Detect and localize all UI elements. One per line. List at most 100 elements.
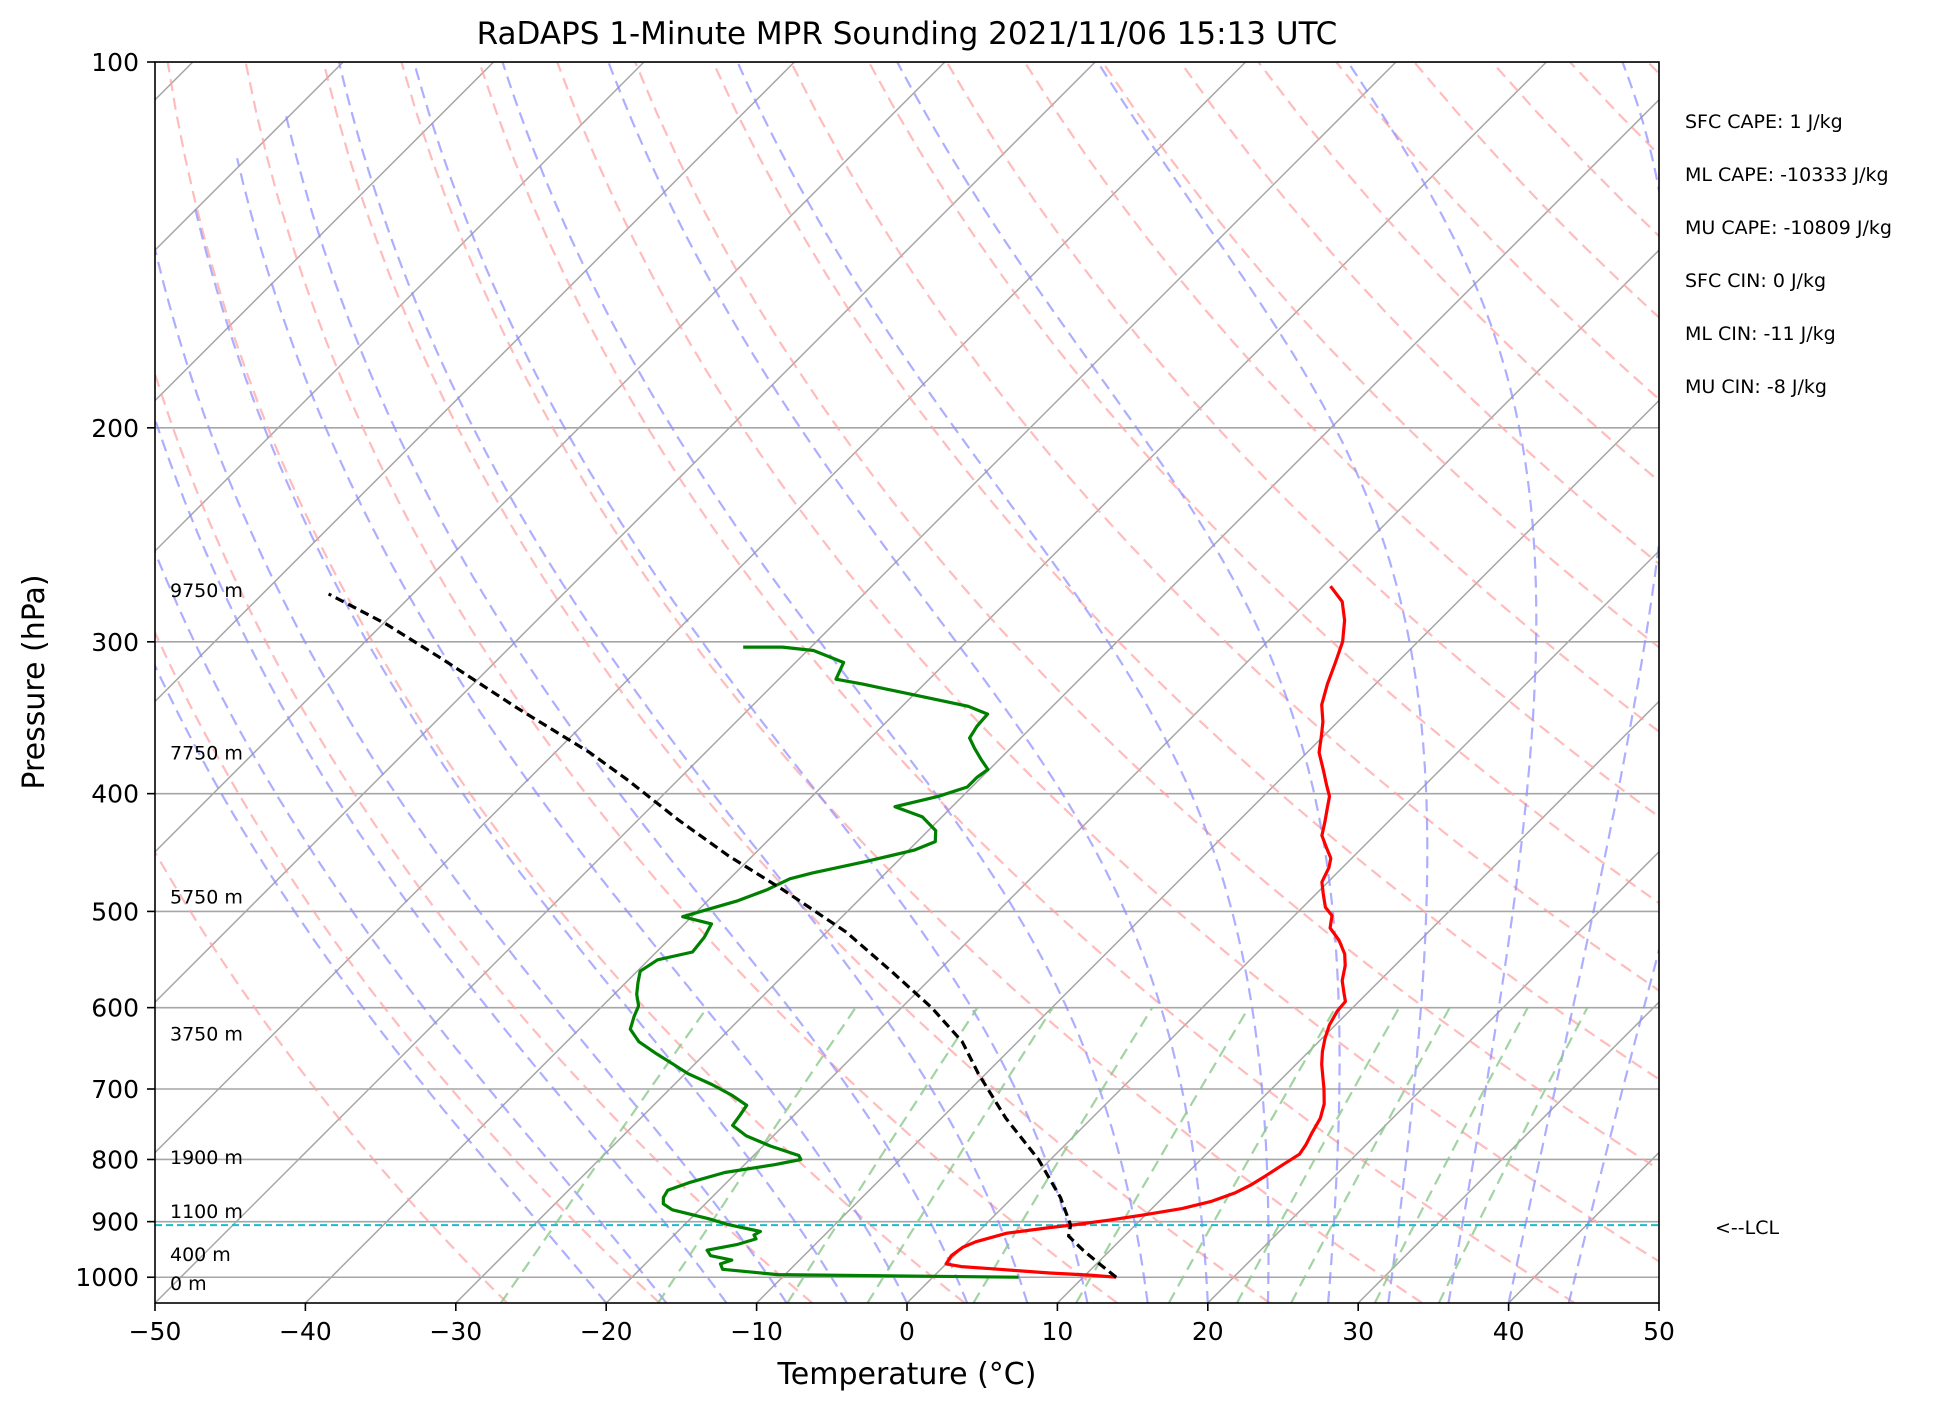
x-tick-label: 10 (1041, 1317, 1073, 1346)
y-axis-label: Pressure (hPa) (17, 574, 52, 789)
moist-adiabat-line (1567, 945, 1659, 1303)
dry-adiabat-line (155, 850, 508, 1303)
moist-adiabat-line (1096, 62, 1429, 1303)
moist-adiabat-line (607, 62, 1209, 1303)
moist-adiabat-line (896, 62, 1341, 1303)
dry-adiabat-line (1179, 62, 1659, 566)
grid-lines (155, 62, 1659, 1303)
height-label: 3750 m (170, 1023, 243, 1045)
isotherm-line (155, 62, 495, 402)
mixing-ratio-line (1236, 1007, 1401, 1303)
x-tick-label: −10 (730, 1317, 783, 1346)
height-label: 5750 m (170, 886, 243, 908)
stat-line: ML CIN: -11 J/kg (1685, 323, 1836, 345)
stat-line: SFC CAPE: 1 J/kg (1685, 111, 1843, 133)
x-tick-label: −40 (279, 1317, 332, 1346)
stats-panel: SFC CAPE: 1 J/kg ML CAPE: -10333 J/kg MU C… (1685, 111, 1892, 398)
moist-adiabat-line (194, 208, 848, 1303)
x-tick-label: −30 (429, 1317, 482, 1346)
x-tick-label: 50 (1643, 1317, 1675, 1346)
dry-adiabat-line (478, 62, 1576, 1303)
isotherm-line (155, 62, 1247, 1154)
moist-adiabat-line (155, 415, 728, 1303)
x-tick-label: 30 (1342, 1317, 1374, 1346)
dry-adiabat-line (244, 62, 1118, 1303)
isotherm-line (906, 549, 1659, 1303)
height-label: 9750 m (170, 580, 243, 602)
height-label: 1900 m (170, 1147, 243, 1169)
moist-adiabat-line (155, 549, 668, 1303)
dry-adiabat-line (400, 62, 1423, 1303)
dry-adiabat-line (789, 62, 1659, 992)
dry-adiabat-line (155, 370, 813, 1303)
dry-adiabat-line (155, 629, 661, 1303)
dry-adiabat-line (867, 62, 1659, 905)
x-tick-label: 40 (1493, 1317, 1525, 1346)
isotherm-line (1056, 700, 1659, 1303)
y-tick-label: 500 (91, 897, 139, 926)
isotherm-line (455, 98, 1659, 1303)
lcl-label: <--LCL (1715, 1217, 1779, 1239)
isotherm-line (1357, 1001, 1659, 1303)
mixing-ratio-line (866, 1007, 1054, 1303)
y-tick-label: 600 (91, 994, 139, 1023)
parcel-line (327, 592, 1118, 1279)
mixing-ratio-line (1167, 1007, 1337, 1303)
dry-adiabat-line (634, 62, 1659, 1171)
mixing-ratio-line (1437, 1007, 1589, 1303)
stat-line: MU CIN: -8 J/kg (1685, 376, 1827, 398)
moist-adiabat-line (284, 112, 969, 1303)
isotherm-line (155, 62, 795, 703)
mixing-ratio-line (972, 1007, 1154, 1303)
moist-adiabat-line (412, 62, 1089, 1303)
mixing-ratio-line (1290, 1007, 1451, 1303)
x-tick-label: −50 (129, 1317, 182, 1346)
isotherm-line (155, 62, 1096, 1004)
dry-adiabat-line (322, 62, 1271, 1303)
chart-title: RaDAPS 1-Minute MPR Sounding 2021/11/06 … (477, 16, 1338, 52)
y-tick-label: 400 (91, 780, 139, 809)
dry-adiabat-line (1101, 62, 1659, 649)
dry-adiabat-line (556, 62, 1659, 1263)
mixing-ratio-line (1373, 1007, 1529, 1303)
dry-adiabat-line (166, 62, 966, 1303)
moist-adiabat-line (155, 246, 788, 1303)
temperature-line (944, 585, 1347, 1279)
stat-line: SFC CIN: 0 J/kg (1685, 270, 1826, 292)
y-tick-label: 800 (91, 1145, 139, 1174)
isotherm-line (1207, 850, 1659, 1303)
axis-ticks: −50 −40 −30 −20 −10 0 10 20 30 40 50 100 200 300 400 50… (75, 48, 1675, 1346)
x-tick-label: −20 (580, 1317, 633, 1346)
dry-adiabat-line (712, 62, 1659, 1081)
moist-adiabat-line (736, 62, 1270, 1303)
height-label: 7750 m (170, 743, 243, 765)
moist-adiabat-line (1346, 62, 1538, 1303)
moist-adiabat-line (337, 62, 1029, 1303)
isotherm-line (155, 62, 1397, 1303)
mixing-ratio-line (657, 1006, 857, 1303)
isotherm-line (155, 62, 645, 553)
isotherm-line (155, 62, 946, 853)
data-lines (155, 585, 1659, 1279)
y-tick-label: 900 (91, 1208, 139, 1237)
y-tick-label: 200 (91, 414, 139, 443)
height-label: 0 m (170, 1273, 207, 1295)
moist-adiabat-line (1507, 62, 1659, 1303)
height-labels: 9750 m 7750 m 5750 m 3750 m 1900 m 1100 m 400 … (170, 580, 243, 1295)
height-label: 1100 m (170, 1201, 243, 1223)
y-tick-label: 1000 (75, 1263, 139, 1292)
isotherm-line (605, 249, 1659, 1303)
mixing-ratio-line (499, 1006, 708, 1303)
x-tick-label: 0 (899, 1317, 915, 1346)
x-axis-label: Temperature (°C) (777, 1357, 1037, 1392)
y-tick-label: 300 (91, 628, 139, 657)
moist-adiabat-line (155, 663, 608, 1303)
x-tick-label: 20 (1192, 1317, 1224, 1346)
stat-line: ML CAPE: -10333 J/kg (1685, 164, 1889, 186)
y-tick-label: 100 (91, 48, 139, 77)
stat-line: MU CAPE: -10809 J/kg (1685, 217, 1892, 239)
isotherm-line (304, 62, 1547, 1303)
moist-adiabat-line (236, 157, 908, 1303)
y-tick-label: 700 (91, 1075, 139, 1104)
